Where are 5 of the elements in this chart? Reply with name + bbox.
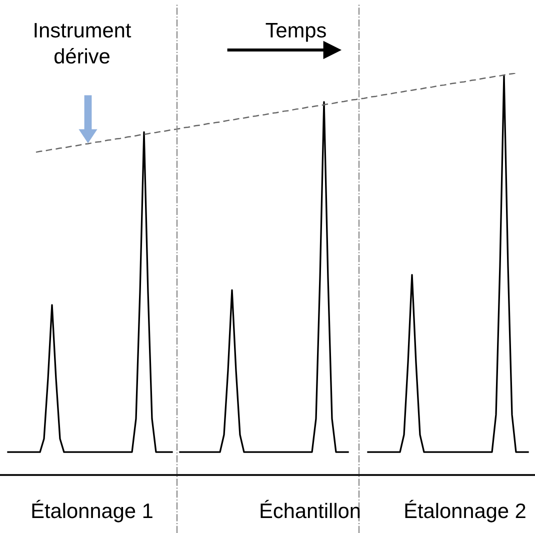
- text: Échantillon: [260, 500, 360, 518]
- text: Instrument dérive: [34, 23, 132, 64]
- text: Étalonnage 1: [32, 500, 152, 522]
- text: Temps: [266, 23, 326, 42]
- text: Étalonnage 2: [405, 500, 526, 522]
